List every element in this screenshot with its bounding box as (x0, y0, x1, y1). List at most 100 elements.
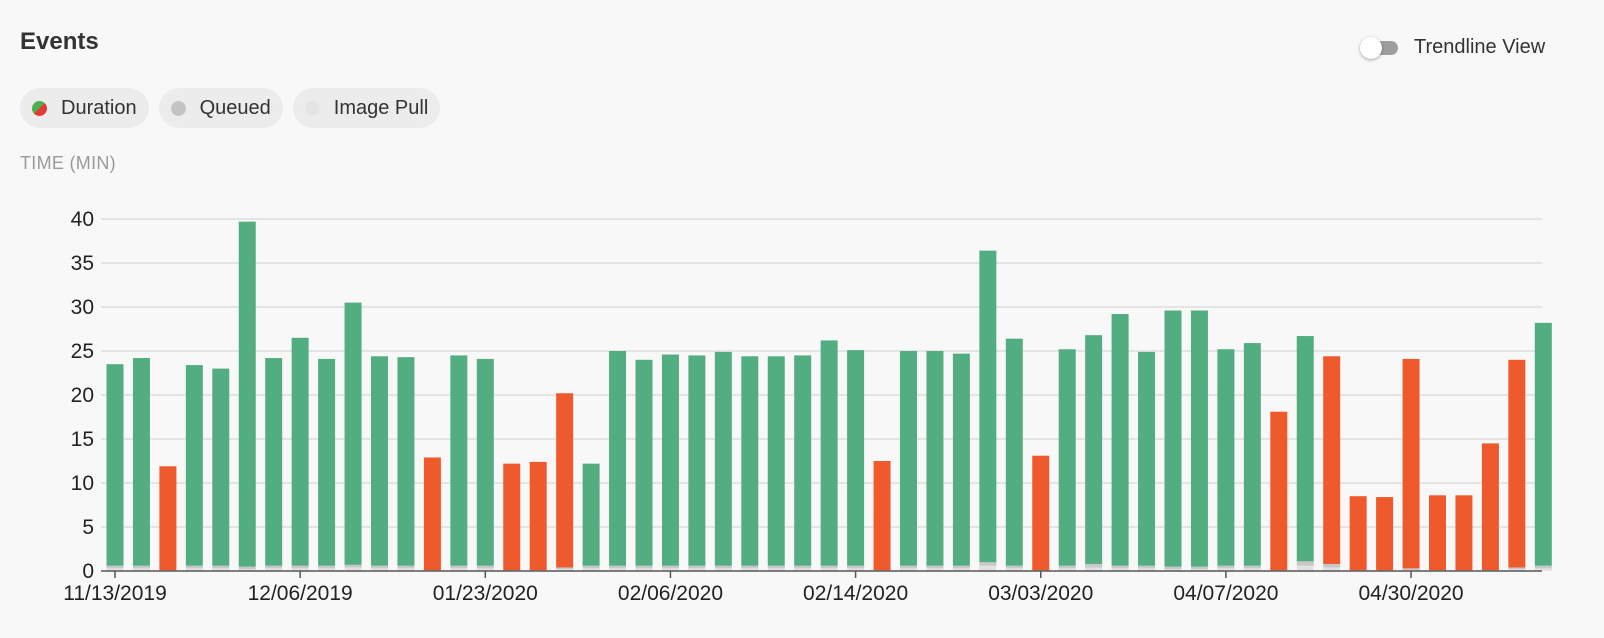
bar-stack[interactable] (1085, 335, 1103, 571)
queued-bar[interactable] (291, 565, 309, 569)
duration-bar[interactable] (1429, 495, 1446, 571)
duration-bar[interactable] (741, 356, 759, 566)
duration-bar[interactable] (476, 358, 494, 566)
duration-bar[interactable] (1164, 310, 1182, 567)
image-pull-bar[interactable] (900, 568, 917, 571)
duration-bar[interactable] (926, 351, 944, 566)
image-pull-bar[interactable] (820, 568, 838, 571)
bar-stack[interactable] (582, 463, 600, 571)
bar-stack[interactable] (1138, 351, 1156, 571)
queued-bar[interactable] (767, 565, 785, 569)
bar-stack[interactable] (291, 337, 309, 571)
image-pull-bar[interactable] (1138, 568, 1156, 571)
image-pull-bar[interactable] (132, 568, 150, 571)
duration-bar[interactable] (582, 463, 600, 566)
duration-bar[interactable] (132, 358, 150, 566)
duration-bar[interactable] (1323, 356, 1341, 564)
duration-bar[interactable] (661, 354, 679, 566)
image-pull-bar[interactable] (185, 568, 203, 571)
duration-bar[interactable] (1085, 335, 1103, 564)
duration-bar[interactable] (1402, 358, 1420, 569)
duration-bar[interactable] (1376, 497, 1394, 571)
trendline-view-toggle[interactable]: Trendline View (1360, 36, 1545, 59)
bar-stack[interactable] (714, 351, 732, 571)
bar-stack[interactable] (1217, 349, 1235, 571)
duration-bar[interactable] (767, 356, 785, 566)
duration-bar[interactable] (1270, 411, 1288, 571)
duration-bar[interactable] (873, 461, 891, 571)
image-pull-bar[interactable] (1296, 565, 1314, 571)
queued-bar[interactable] (794, 565, 812, 569)
queued-bar[interactable] (1190, 566, 1208, 570)
queued-bar[interactable] (397, 565, 415, 569)
image-pull-bar[interactable] (371, 568, 388, 571)
bar-stack[interactable] (873, 461, 891, 571)
image-pull-bar[interactable] (1217, 568, 1235, 571)
toggle-track[interactable] (1360, 36, 1398, 59)
queued-bar[interactable] (132, 565, 150, 569)
duration-bar[interactable] (1111, 314, 1129, 566)
image-pull-bar[interactable] (582, 568, 600, 571)
image-pull-bar[interactable] (1190, 569, 1208, 571)
image-pull-bar[interactable] (952, 568, 970, 571)
bar-stack[interactable] (1296, 336, 1314, 571)
bar-stack[interactable] (265, 358, 283, 571)
bar-stack[interactable] (1243, 343, 1261, 571)
bar-stack[interactable] (926, 351, 944, 571)
duration-bar[interactable] (503, 463, 521, 571)
image-pull-bar[interactable] (794, 568, 812, 571)
duration-bar[interactable] (635, 359, 653, 566)
image-pull-bar[interactable] (1323, 567, 1341, 571)
image-pull-bar[interactable] (238, 569, 256, 571)
queued-bar[interactable] (926, 565, 944, 569)
duration-bar[interactable] (1349, 496, 1367, 571)
queued-bar[interactable] (1402, 568, 1420, 571)
bar-stack[interactable] (344, 302, 362, 571)
duration-bar[interactable] (291, 337, 309, 566)
image-pull-bar[interactable] (609, 568, 627, 571)
bar-stack[interactable] (318, 358, 336, 571)
bar-stack[interactable] (1455, 495, 1473, 571)
image-pull-bar[interactable] (1508, 569, 1526, 571)
toggle-knob[interactable] (1360, 36, 1382, 59)
image-pull-bar[interactable] (926, 568, 944, 571)
duration-bar[interactable] (159, 466, 177, 571)
duration-bar[interactable] (185, 365, 203, 566)
legend-chip-duration[interactable]: Duration (20, 88, 149, 128)
image-pull-bar[interactable] (979, 565, 997, 571)
image-pull-bar[interactable] (450, 568, 468, 571)
queued-bar[interactable] (661, 565, 679, 569)
image-pull-bar[interactable] (556, 569, 574, 571)
duration-bar[interactable] (318, 358, 336, 566)
queued-bar[interactable] (1217, 565, 1235, 569)
duration-bar[interactable] (106, 364, 124, 566)
queued-bar[interactable] (1138, 565, 1156, 569)
duration-bar[interactable] (1481, 443, 1499, 571)
duration-bar[interactable] (609, 351, 627, 566)
bar-stack[interactable] (529, 461, 547, 571)
bar-stack[interactable] (741, 356, 759, 571)
bar-stack[interactable] (1508, 359, 1526, 571)
queued-bar[interactable] (265, 565, 283, 569)
bar-stack[interactable] (556, 393, 574, 571)
duration-bar[interactable] (900, 351, 917, 566)
queued-bar[interactable] (979, 562, 997, 566)
queued-bar[interactable] (820, 565, 838, 569)
bar-stack[interactable] (1534, 322, 1552, 571)
duration-bar[interactable] (979, 250, 997, 563)
image-pull-bar[interactable] (1005, 568, 1023, 571)
queued-bar[interactable] (1243, 565, 1261, 569)
queued-bar[interactable] (344, 564, 362, 568)
bar-stack[interactable] (238, 221, 256, 571)
image-pull-bar[interactable] (318, 568, 336, 571)
image-pull-bar[interactable] (741, 568, 759, 571)
bar-stack[interactable] (106, 364, 124, 571)
image-pull-bar[interactable] (767, 568, 785, 571)
queued-bar[interactable] (1323, 563, 1341, 568)
duration-bar[interactable] (820, 340, 838, 566)
duration-bar[interactable] (212, 368, 230, 566)
queued-bar[interactable] (556, 567, 574, 570)
bar-stack[interactable] (1164, 310, 1182, 571)
duration-bar[interactable] (529, 461, 547, 571)
bar-stack[interactable] (847, 350, 865, 571)
